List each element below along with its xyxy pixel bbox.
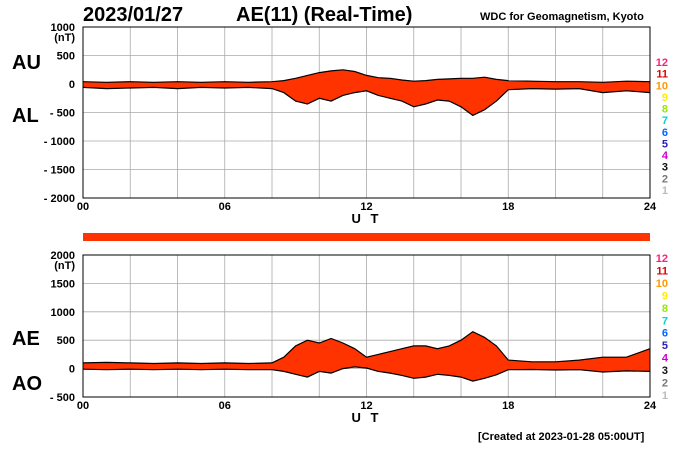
- legend-count-1: 1: [662, 185, 668, 197]
- bottom-ytick-label: 1000: [51, 307, 75, 319]
- legend-count-9: 9: [662, 290, 668, 302]
- top-xtick-label: 24: [644, 201, 657, 213]
- legend-count-2: 2: [662, 173, 668, 185]
- source-credit: WDC for Geomagnetism, Kyoto: [480, 11, 644, 23]
- chart-title: AE(11) (Real-Time): [236, 4, 413, 26]
- legend-count-7: 7: [662, 115, 668, 127]
- legend-count-11: 11: [656, 69, 668, 81]
- bottom-plot-frame: [82, 254, 651, 398]
- legend-count-3: 3: [662, 162, 668, 174]
- top-ytick-label: 0: [69, 79, 75, 91]
- top-ytick-label: 500: [57, 51, 75, 63]
- legend-count-12: 12: [656, 57, 668, 69]
- top-unit-label: (nT): [54, 32, 75, 44]
- legend-count-12: 12: [656, 253, 668, 265]
- al-label: AL: [12, 105, 39, 127]
- top-band-area: [83, 69, 650, 116]
- bottom-unit-label: (nT): [54, 260, 75, 272]
- au-label: AU: [12, 52, 41, 74]
- legend-count-10: 10: [656, 80, 668, 92]
- top-ytick-label: - 1500: [44, 165, 75, 177]
- bottom-ytick-label: 500: [57, 335, 75, 347]
- top-series-au: [82, 69, 651, 83]
- station-count-bar: [83, 233, 650, 241]
- legend-count-10: 10: [656, 278, 668, 290]
- bottom-ytick-label: 1500: [51, 278, 75, 290]
- top-ytick-label: - 1000: [44, 136, 75, 148]
- legend-count-8: 8: [662, 303, 668, 315]
- legend-count-2: 2: [662, 378, 668, 390]
- top-xaxis-label: U T: [352, 211, 382, 226]
- top-xtick-label: 06: [219, 201, 231, 213]
- bottom-xtick-label: 00: [77, 400, 89, 412]
- bottom-xtick-label: 06: [219, 400, 231, 412]
- bottom-xtick-label: 18: [502, 400, 514, 412]
- legend-count-11: 11: [656, 265, 668, 277]
- legend-count-3: 3: [662, 365, 668, 377]
- legend-count-7: 7: [662, 315, 668, 327]
- created-timestamp: [Created at 2023-01-28 05:00UT]: [478, 431, 645, 443]
- top-xtick-label: 00: [77, 201, 89, 213]
- bottom-series-ao: [82, 366, 651, 382]
- bottom-ytick-label: 2000: [51, 250, 75, 262]
- legend-count-9: 9: [662, 92, 668, 104]
- top-ytick-label: 1000: [51, 22, 75, 34]
- bottom-xaxis-label: U T: [352, 410, 382, 425]
- bottom-ytick-label: - 500: [50, 392, 75, 404]
- bottom-xtick-label: 12: [360, 400, 372, 412]
- legend-count-8: 8: [662, 104, 668, 116]
- top-xtick-label: 18: [502, 201, 514, 213]
- legend-count-4: 4: [662, 150, 669, 162]
- bottom-ytick-label: 0: [69, 364, 75, 376]
- legend-count-5: 5: [662, 340, 668, 352]
- top-xtick-label: 12: [360, 201, 372, 213]
- top-ytick-label: - 500: [50, 108, 75, 120]
- legend-count-6: 6: [662, 328, 668, 340]
- legend-count-5: 5: [662, 138, 668, 150]
- date-label: 2023/01/27: [83, 4, 184, 26]
- ae-label: AE: [12, 328, 40, 350]
- top-plot-frame: [82, 26, 651, 199]
- legend-count-6: 6: [662, 127, 668, 139]
- top-series-al: [82, 86, 651, 117]
- top-ytick-label: - 2000: [44, 193, 75, 205]
- legend-count-4: 4: [662, 353, 669, 365]
- ao-label: AO: [12, 373, 42, 395]
- legend-count-1: 1: [662, 390, 668, 402]
- bottom-xtick-label: 24: [644, 400, 657, 412]
- bottom-series-ae: [82, 331, 651, 365]
